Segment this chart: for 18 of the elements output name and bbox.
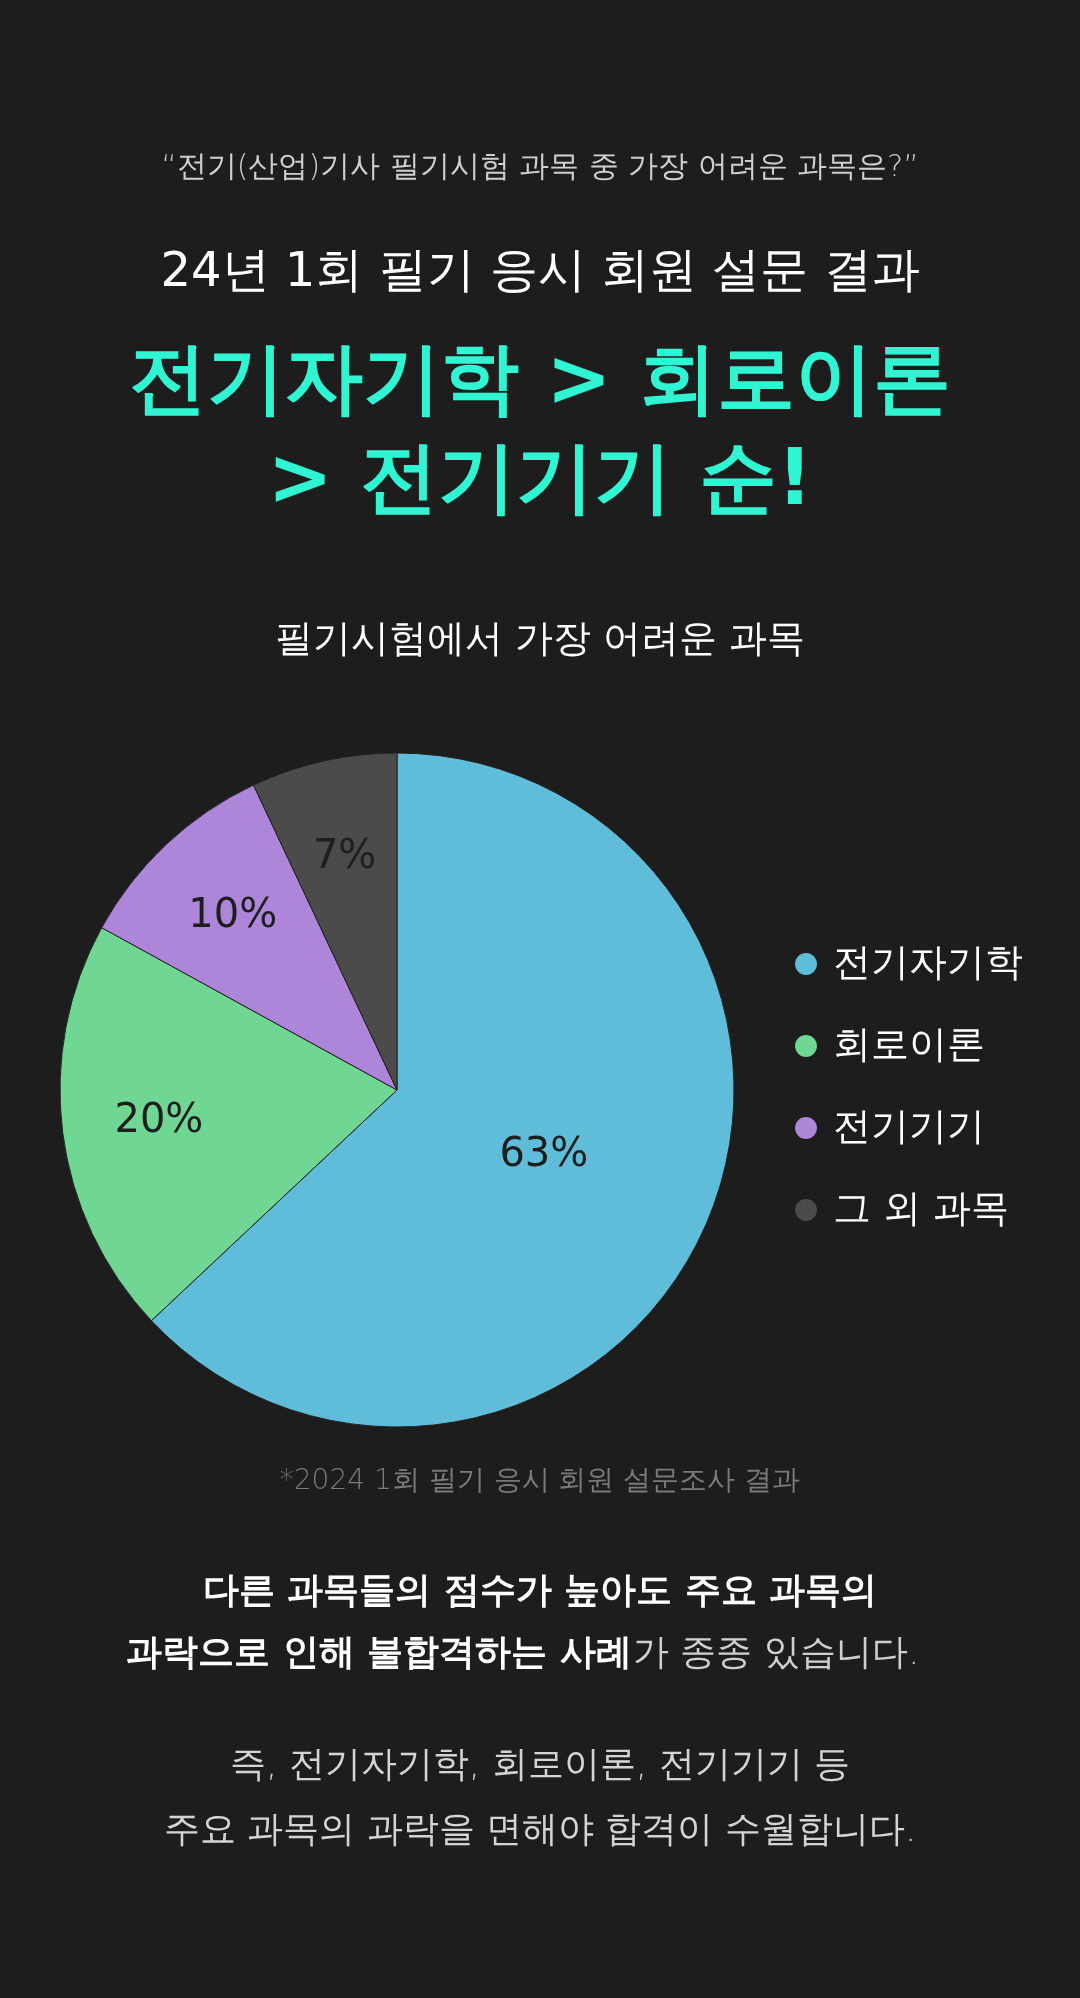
- text: 24년 1회 필기 응시 회원 설문 결과: [160, 241, 920, 297]
- text: > 전기기기 순!: [267, 432, 813, 522]
- text: 즉, 전기자기학, 회로이론, 전기기기 등: [229, 1743, 851, 1784]
- data-label: 63%: [499, 1128, 589, 1175]
- data-label: 20%: [114, 1095, 204, 1142]
- text: 가 종종 있습니다.: [633, 1631, 920, 1672]
- text: 다른 과목들의 점수가 높아도 주요 과목의: [202, 1569, 878, 1610]
- legend-label: 전기자기학: [833, 940, 1023, 984]
- text: 전기자기학 > 회로이론: [129, 333, 951, 423]
- data-label: 10%: [188, 890, 278, 937]
- text: 주요 과목의 과락을 면해야 합격이 수월합니다.: [163, 1808, 917, 1849]
- legend-label: 회로이론: [833, 1022, 985, 1066]
- text: *2024 1회 필기 응시 회원 설문조사 결과: [279, 1463, 801, 1496]
- chart-title: 필기시험에서 가장 어려운 과목: [274, 616, 806, 660]
- legend-label: 전기기기: [833, 1104, 985, 1148]
- text: “전기(산업)기사 필기시험 과목 중 가장 어려운 과목은?”: [161, 148, 919, 183]
- text: 과락으로 인해 불합격하는 사례: [126, 1631, 632, 1672]
- legend-label: 그 외 과목: [833, 1186, 1010, 1230]
